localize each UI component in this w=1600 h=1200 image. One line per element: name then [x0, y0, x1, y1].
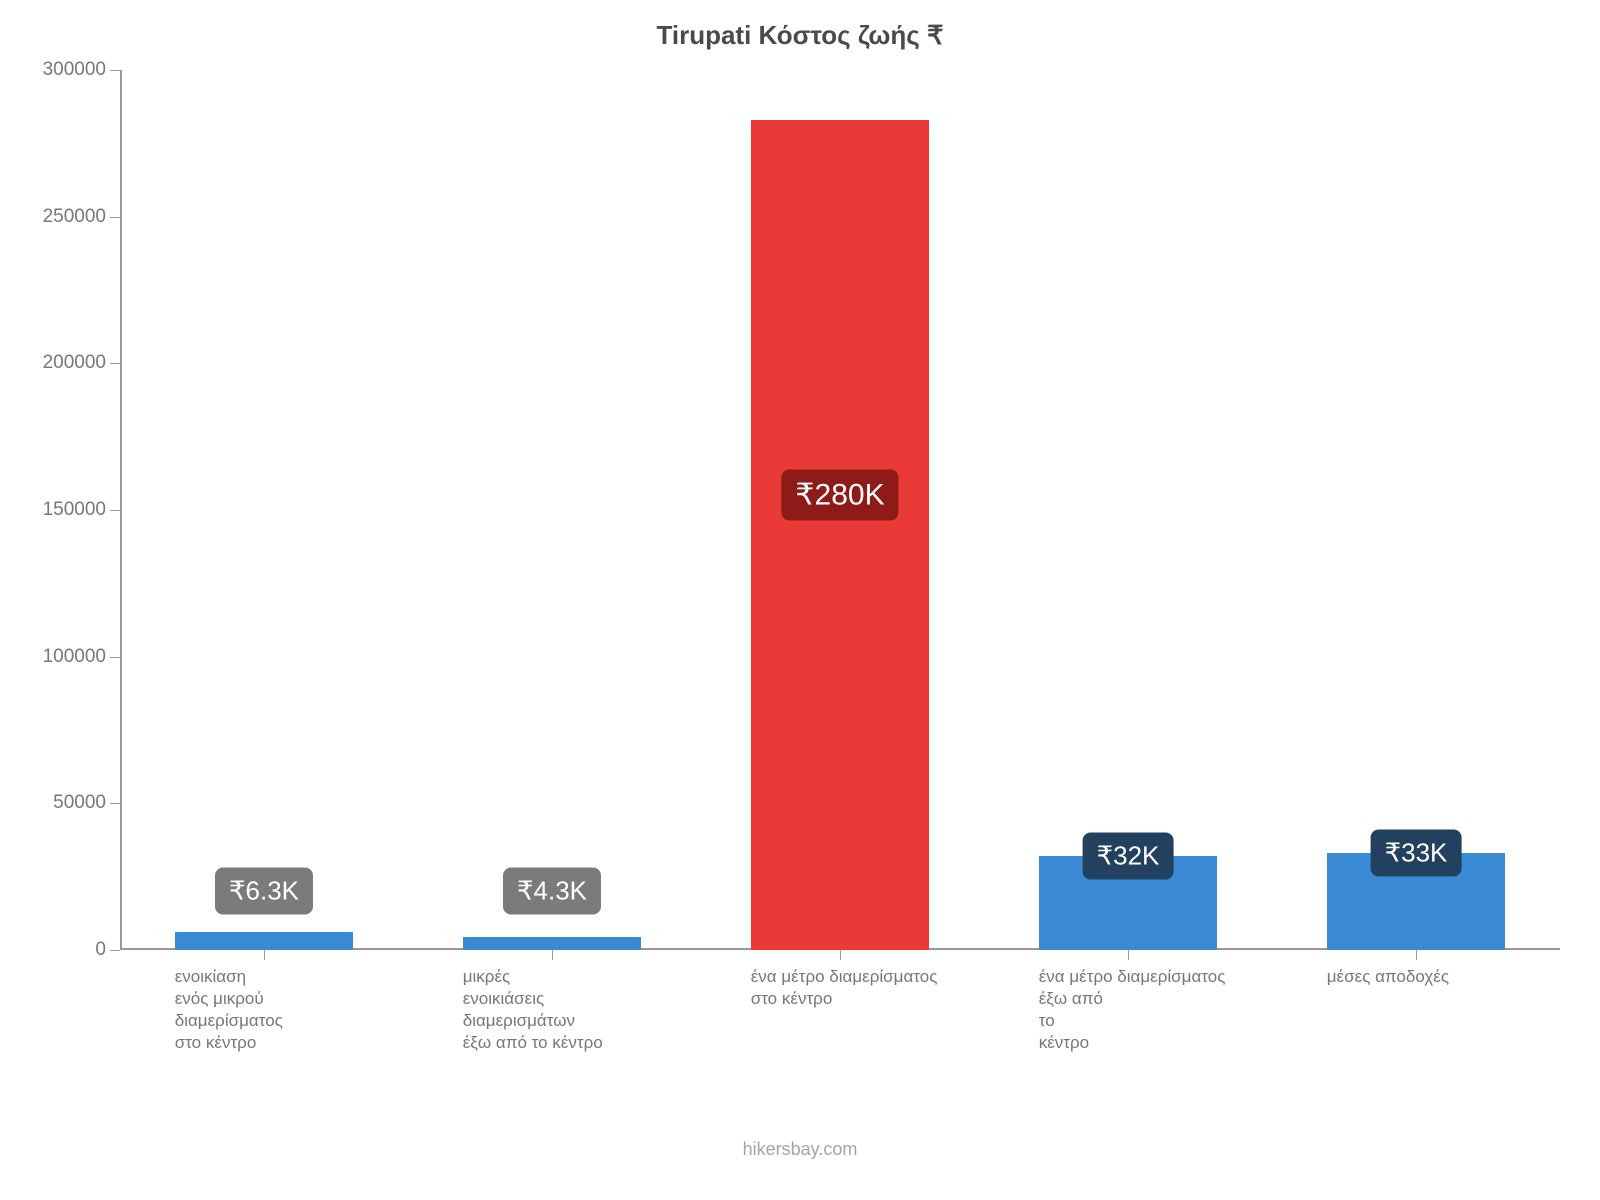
bar [175, 932, 354, 950]
value-badge: ₹33K [1371, 830, 1462, 877]
plot-area: 050000100000150000200000250000300000₹6.3… [120, 70, 1560, 950]
value-badge: ₹280K [781, 470, 898, 521]
chart-footer: hikersbay.com [0, 1139, 1600, 1160]
chart-title: Tirupati Κόστος ζωής ₹ [0, 20, 1600, 51]
y-tick-label: 100000 [43, 646, 120, 668]
x-label: ένα μέτρο διαμερίσματοςστο κέντρο [751, 950, 1039, 1010]
y-tick-label: 150000 [43, 499, 120, 521]
y-tick-label: 200000 [43, 352, 120, 374]
value-badge: ₹4.3K [503, 868, 601, 915]
y-tick-label: 50000 [53, 792, 120, 814]
y-tick-label: 250000 [43, 206, 120, 228]
x-label: ενοικίασηενός μικρούδιαμερίσματοςστο κέν… [175, 950, 463, 1054]
value-badge: ₹6.3K [215, 868, 313, 915]
y-axis [120, 70, 122, 950]
x-label: μέσες αποδοχές [1327, 950, 1600, 988]
y-tick-label: 0 [95, 939, 120, 961]
y-tick-label: 300000 [43, 59, 120, 81]
bar [463, 937, 642, 950]
bar [751, 120, 930, 950]
chart-container: Tirupati Κόστος ζωής ₹ 05000010000015000… [0, 0, 1600, 1200]
x-label: μικρέςενοικιάσειςδιαμερισμάτωνέξω από το… [463, 950, 751, 1054]
x-label: ένα μέτρο διαμερίσματοςέξω απότοκέντρο [1039, 950, 1327, 1054]
value-badge: ₹32K [1083, 833, 1174, 880]
